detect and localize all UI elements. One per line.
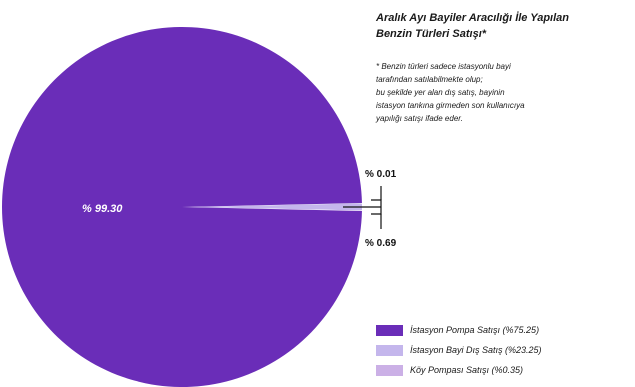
legend-item: İstasyon Bayi Dış Satış (%23.25) xyxy=(376,340,542,360)
chart-title-line: Aralık Ayı Bayiler Aracılığı İle Yapılan xyxy=(376,12,569,24)
footnote-line: yapılığı satışı ifade eder. xyxy=(376,114,463,123)
footnote-line: * Benzin türleri sadece istasyonlu bayi xyxy=(376,62,511,71)
chart-title-line: Benzin Türleri Satışı* xyxy=(376,28,487,40)
pie-slices xyxy=(2,27,363,387)
pie-slice-small-highlight xyxy=(190,204,362,210)
pie-slice xyxy=(181,206,363,212)
footnote-line: bu şekilde yer alan dış satış, bayinin xyxy=(376,88,505,97)
legend-label: İstasyon Bayi Dış Satış (%23.25) xyxy=(410,345,542,355)
footnote-line: istasyon tankına girmeden son kullanıcıy… xyxy=(376,101,525,110)
slice-label-small-bottom: % 0.69 xyxy=(365,238,397,249)
legend-item: Köy Pompası Satışı (%0.35) xyxy=(376,360,542,380)
legend-item: İstasyon Pompa Satışı (%75.25) xyxy=(376,320,542,340)
legend-swatch xyxy=(376,324,403,336)
connector-bracket xyxy=(371,199,382,215)
footnote-line: tarafından satılabilmekte olup; xyxy=(376,75,483,84)
label-connectors xyxy=(343,186,382,229)
legend-swatch xyxy=(376,344,403,356)
slice-label-main: % 99.30 xyxy=(82,203,123,215)
legend-swatch xyxy=(376,364,403,376)
slice-label-small-top: % 0.01 xyxy=(365,169,397,180)
chart-legend: İstasyon Pompa Satışı (%75.25) İstasyon … xyxy=(376,320,542,380)
pie-slice xyxy=(2,27,362,387)
legend-label: İstasyon Pompa Satışı (%75.25) xyxy=(410,325,540,335)
chart-title: Aralık Ayı Bayiler Aracılığı İle Yapılan… xyxy=(376,10,631,42)
legend-label: Köy Pompası Satışı (%0.35) xyxy=(410,365,524,375)
chart-footnote: * Benzin türleri sadece istasyonlu bayi … xyxy=(376,60,631,125)
